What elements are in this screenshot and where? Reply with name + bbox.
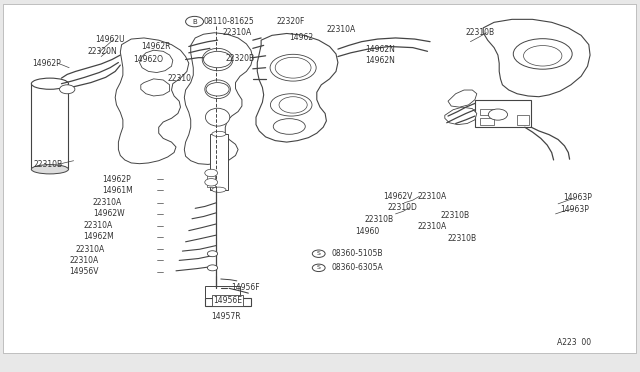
Bar bbox=[517, 115, 529, 125]
Bar bbox=[480, 109, 494, 115]
Text: 14960: 14960 bbox=[355, 227, 380, 236]
Ellipse shape bbox=[270, 54, 316, 81]
Text: A223  00: A223 00 bbox=[557, 339, 591, 347]
Text: 22310A: 22310A bbox=[326, 25, 356, 34]
Polygon shape bbox=[184, 33, 253, 164]
Text: 14962N: 14962N bbox=[365, 56, 395, 65]
Text: S: S bbox=[317, 251, 321, 256]
Text: 22320B: 22320B bbox=[225, 54, 255, 63]
Text: 22310A: 22310A bbox=[417, 192, 447, 201]
Text: 14962N: 14962N bbox=[365, 45, 395, 54]
Circle shape bbox=[205, 169, 218, 177]
Text: 22310B: 22310B bbox=[440, 211, 470, 220]
Text: 22310B: 22310B bbox=[365, 215, 394, 224]
Text: 14963P: 14963P bbox=[563, 193, 592, 202]
Text: 14956F: 14956F bbox=[232, 283, 260, 292]
Polygon shape bbox=[140, 50, 173, 73]
Circle shape bbox=[207, 265, 218, 271]
Text: S: S bbox=[317, 265, 321, 270]
Bar bbox=[210, 134, 228, 190]
Polygon shape bbox=[256, 33, 338, 142]
Circle shape bbox=[60, 85, 75, 94]
Text: 22310A: 22310A bbox=[83, 221, 113, 230]
Text: 14962M: 14962M bbox=[83, 232, 114, 241]
Bar bbox=[205, 286, 240, 298]
Circle shape bbox=[275, 57, 311, 78]
Circle shape bbox=[279, 97, 307, 113]
Text: 22310B: 22310B bbox=[448, 234, 477, 243]
Text: 08360-5105B: 08360-5105B bbox=[332, 249, 383, 258]
Text: 14962O: 14962O bbox=[133, 55, 163, 64]
Ellipse shape bbox=[524, 45, 562, 66]
Circle shape bbox=[186, 16, 204, 27]
Ellipse shape bbox=[202, 48, 233, 71]
Text: 14962P: 14962P bbox=[102, 175, 131, 184]
Ellipse shape bbox=[205, 80, 230, 99]
Text: 22310A: 22310A bbox=[76, 245, 105, 254]
Ellipse shape bbox=[31, 78, 68, 89]
Text: 22310A: 22310A bbox=[223, 28, 252, 37]
Text: 22320N: 22320N bbox=[88, 47, 117, 56]
Ellipse shape bbox=[31, 164, 68, 174]
Circle shape bbox=[204, 51, 232, 68]
Text: 22320F: 22320F bbox=[276, 17, 305, 26]
Ellipse shape bbox=[513, 39, 572, 69]
Circle shape bbox=[312, 264, 325, 272]
Text: 14962R: 14962R bbox=[141, 42, 170, 51]
Polygon shape bbox=[141, 79, 170, 96]
Text: 08360-6305A: 08360-6305A bbox=[332, 263, 383, 272]
Circle shape bbox=[488, 109, 508, 120]
Text: B: B bbox=[192, 19, 197, 25]
Polygon shape bbox=[483, 19, 590, 97]
Polygon shape bbox=[445, 107, 477, 125]
Polygon shape bbox=[448, 90, 477, 107]
Text: 14962W: 14962W bbox=[93, 209, 124, 218]
Text: 14957R: 14957R bbox=[211, 312, 241, 321]
Circle shape bbox=[312, 250, 325, 257]
Bar bbox=[480, 118, 494, 125]
Text: 22310A: 22310A bbox=[93, 198, 122, 207]
Circle shape bbox=[207, 251, 218, 257]
Text: 14963P: 14963P bbox=[561, 205, 589, 214]
Text: 22310D: 22310D bbox=[387, 203, 417, 212]
Ellipse shape bbox=[212, 131, 226, 137]
Text: 14962P: 14962P bbox=[32, 59, 61, 68]
Text: 22310A: 22310A bbox=[417, 222, 447, 231]
Ellipse shape bbox=[205, 108, 230, 126]
Text: 22310B: 22310B bbox=[466, 28, 495, 37]
Text: 14962: 14962 bbox=[289, 33, 314, 42]
Bar bbox=[205, 298, 251, 306]
Bar bbox=[207, 172, 215, 187]
Circle shape bbox=[205, 179, 218, 186]
Bar bbox=[475, 100, 531, 127]
Text: 22310A: 22310A bbox=[69, 256, 99, 265]
Text: 08110-81625: 08110-81625 bbox=[204, 17, 254, 26]
Text: 14962U: 14962U bbox=[95, 35, 124, 44]
Text: 14961M: 14961M bbox=[102, 186, 133, 195]
Ellipse shape bbox=[270, 94, 312, 116]
Text: 22310: 22310 bbox=[168, 74, 192, 83]
Text: 14956V: 14956V bbox=[69, 267, 99, 276]
Ellipse shape bbox=[273, 119, 305, 134]
Ellipse shape bbox=[212, 187, 226, 192]
Text: 14962V: 14962V bbox=[383, 192, 412, 201]
Text: 22310B: 22310B bbox=[33, 160, 63, 169]
Polygon shape bbox=[115, 38, 189, 164]
Bar bbox=[31, 84, 68, 169]
Text: 14956E: 14956E bbox=[213, 296, 242, 305]
Circle shape bbox=[206, 83, 229, 96]
